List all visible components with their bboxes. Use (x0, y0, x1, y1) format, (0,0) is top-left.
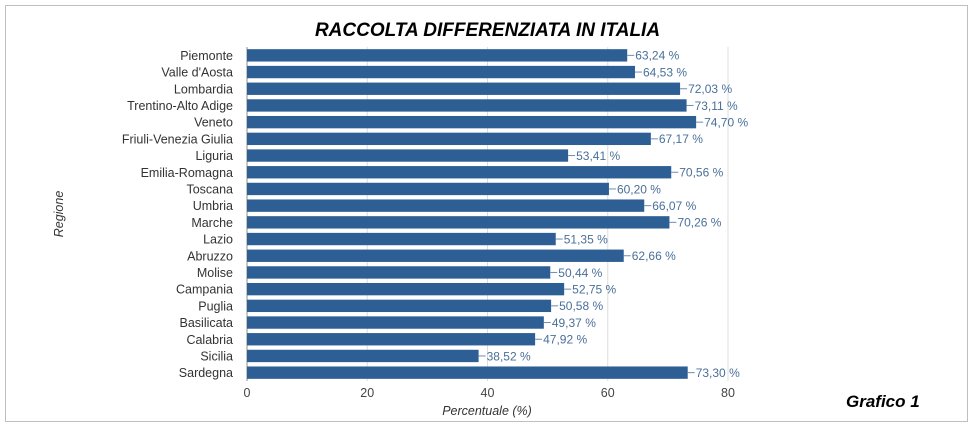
bar (247, 82, 681, 95)
category-label: Friuli-Venezia Giulia (122, 132, 233, 146)
category-label: Abruzzo (187, 249, 233, 263)
category-label: Toscana (186, 182, 233, 196)
data-label: 52,75 % (572, 282, 616, 296)
bar (247, 333, 536, 346)
bar (247, 266, 551, 279)
category-label: Veneto (194, 116, 233, 130)
gridlines (246, 47, 729, 381)
bar (247, 366, 688, 379)
bar (247, 282, 565, 296)
bar (247, 216, 670, 229)
data-label: 50,44 % (558, 266, 602, 280)
bar (247, 199, 645, 212)
data-label: 72,03 % (688, 82, 732, 96)
data-label: 63,24 % (635, 49, 679, 63)
x-axis-label: Percentuale (%) (442, 404, 532, 418)
category-label: Valle d'Aosta (161, 66, 233, 80)
data-label: 60,20 % (617, 182, 661, 196)
x-tick-label: 60 (601, 386, 615, 400)
data-label: 51,35 % (564, 232, 608, 246)
bar (247, 132, 651, 146)
data-label: 38,52 % (487, 349, 531, 363)
category-label: Lazio (203, 233, 233, 247)
data-labels: 63,24 % 64,53 %72,03 % 73,11 % 74,70 %67,17… (478, 49, 748, 380)
category-label: Sardegna (179, 366, 233, 380)
chart-title: RACCOLTA DIFFERENZIATA IN ITALIA (314, 20, 661, 41)
category-label: Puglia (198, 299, 233, 313)
bar (247, 65, 635, 79)
bar (247, 99, 687, 112)
bar (247, 232, 556, 246)
bars (247, 49, 697, 379)
x-tick-label: 0 (244, 386, 251, 400)
data-label: 64,53 % (643, 65, 687, 79)
category-label: Sicilia (200, 349, 233, 363)
category-label: Piemonte (180, 49, 233, 63)
bar (247, 316, 544, 329)
data-label: 47,92 % (543, 333, 587, 347)
category-label: Basilicata (180, 316, 234, 330)
data-label: 53,41 % (576, 149, 620, 163)
x-tick-label: 80 (721, 386, 735, 400)
x-tick-label: 20 (360, 386, 374, 400)
data-label: 70,56 % (679, 166, 723, 180)
bar (247, 249, 624, 262)
bar (247, 149, 569, 162)
x-tick-label: 40 (481, 386, 495, 400)
bar (247, 182, 609, 196)
data-label: 73,30 % (696, 366, 740, 380)
category-label: Molise (197, 266, 233, 280)
category-label: Trentino-Alto Adige (127, 99, 233, 113)
data-label: 73,11 % (695, 99, 738, 113)
category-label: Liguria (195, 149, 233, 163)
category-label: Umbria (193, 199, 233, 213)
bar (247, 166, 672, 179)
bar (247, 299, 552, 313)
bar (247, 115, 697, 129)
data-label: 49,37 % (552, 316, 596, 330)
category-labels: Piemonte Valle d'Aosta Lombardia Trentino-A… (122, 49, 233, 380)
data-label: 62,66 % (632, 249, 676, 263)
y-axis-label: Regione (52, 191, 66, 238)
figure-badge: Grafico 1 (846, 392, 920, 411)
data-label: 74,70 % (704, 115, 748, 129)
data-label: 50,58 % (559, 299, 603, 313)
bar (247, 349, 479, 363)
category-label: Calabria (186, 333, 233, 347)
category-label: Marche (191, 216, 233, 230)
category-label: Emilia-Romagna (141, 166, 233, 180)
data-label: 66,07 % (652, 199, 696, 213)
data-label: 67,17 % (659, 132, 703, 146)
category-label: Lombardia (174, 82, 233, 96)
category-label: Campania (176, 283, 233, 297)
bar (247, 49, 628, 62)
x-tick-labels: 0 20 40 60 80 (244, 386, 735, 400)
data-label: 70,26 % (677, 216, 721, 230)
